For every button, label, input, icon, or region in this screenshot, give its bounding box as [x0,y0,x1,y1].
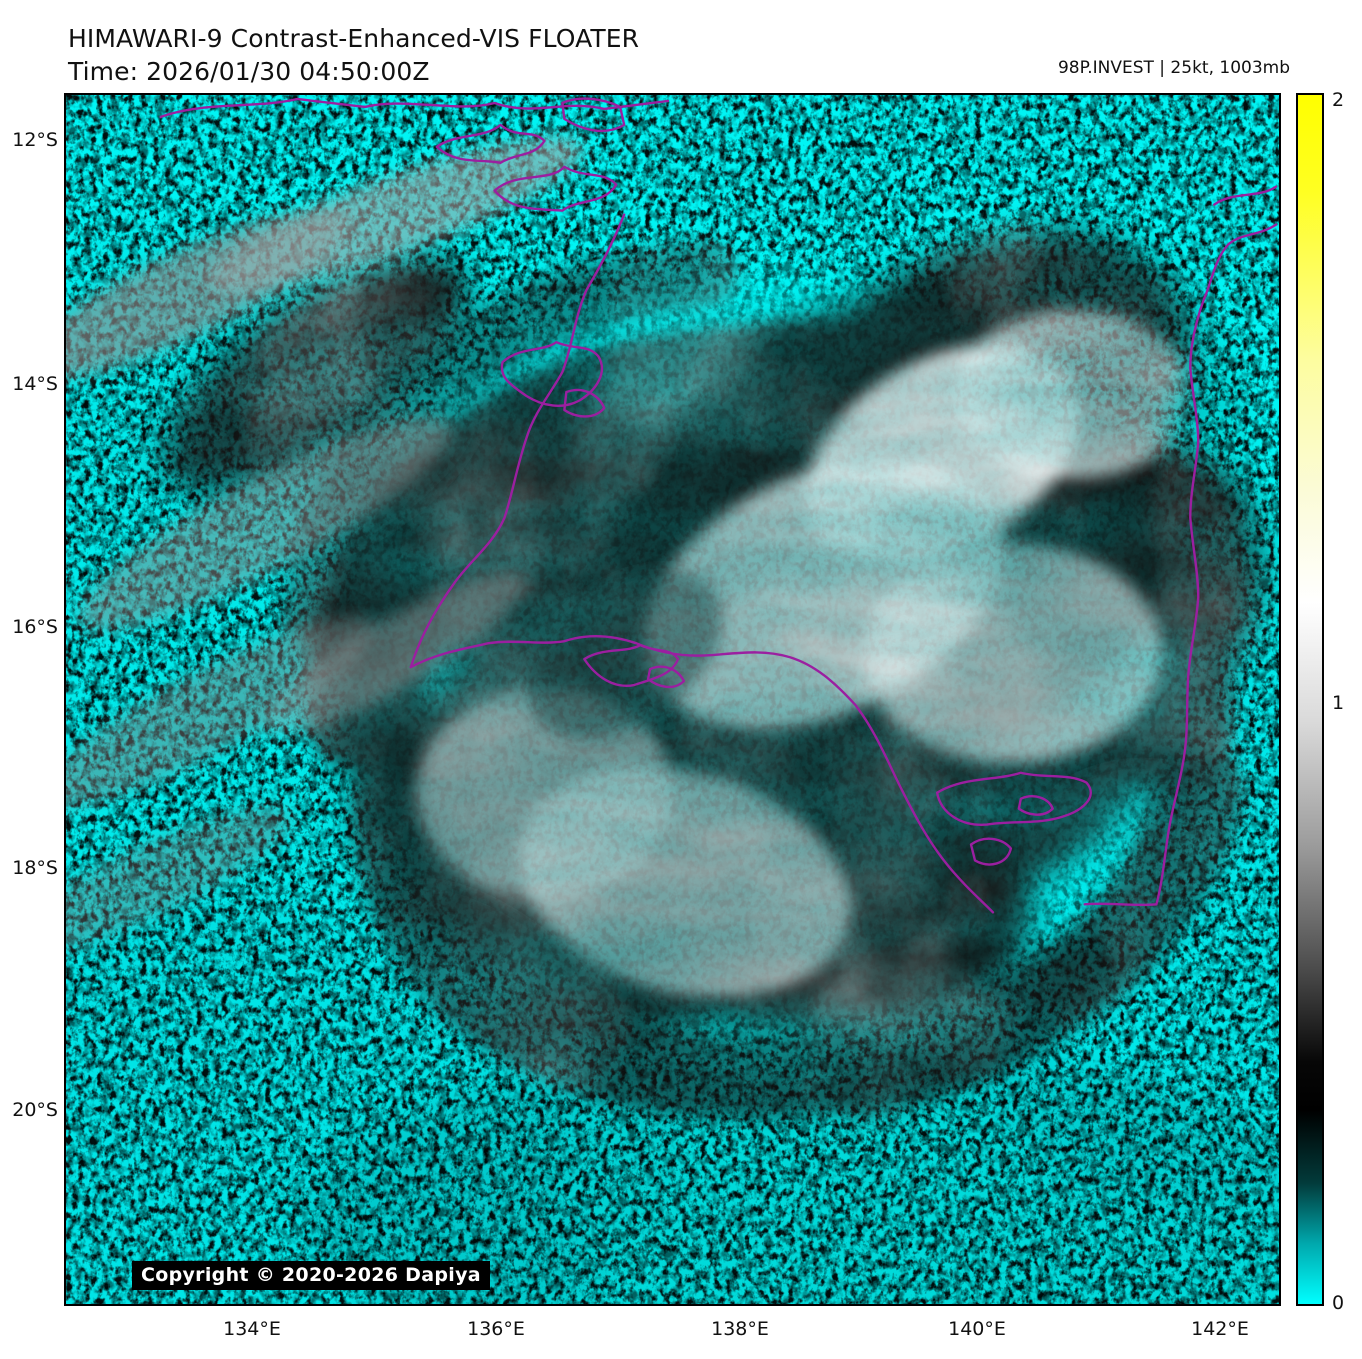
header-title-block: HIMAWARI-9 Contrast-Enhanced-VIS FLOATER… [68,22,639,88]
y-tick-18s: 18°S [12,857,58,879]
y-tick-20s: 20°S [12,1099,58,1121]
colorbar-tick-0: 0 [1332,1292,1345,1314]
colorbar[interactable] [1296,93,1324,1306]
y-tick-16s: 16°S [12,616,58,638]
x-tick-140e: 140°E [948,1318,1006,1340]
x-tick-136e: 136°E [467,1318,525,1340]
storm-metadata-label: 98P.INVEST | 25kt, 1003mb [1057,58,1290,78]
x-tick-142e: 142°E [1191,1318,1249,1340]
colorbar-gradient [1296,93,1324,1306]
page-title: HIMAWARI-9 Contrast-Enhanced-VIS FLOATER [68,24,640,53]
satellite-imagery [66,95,1279,1304]
timestamp-label: Time: 2026/01/30 04:50:00Z [68,57,430,86]
coastline-overlay [159,97,1278,914]
colorbar-tick-2: 2 [1332,89,1345,111]
y-tick-14s: 14°S [12,373,58,395]
copyright-watermark: Copyright © 2020-2026 Dapiya [132,1261,490,1290]
x-tick-134e: 134°E [223,1318,281,1340]
nw-cloud-streets [66,137,583,957]
y-tick-12s: 12°S [12,129,58,151]
x-tick-138e: 138°E [711,1318,769,1340]
satellite-image-panel[interactable]: Copyright © 2020-2026 Dapiya [64,93,1281,1306]
colorbar-tick-1: 1 [1332,692,1345,714]
